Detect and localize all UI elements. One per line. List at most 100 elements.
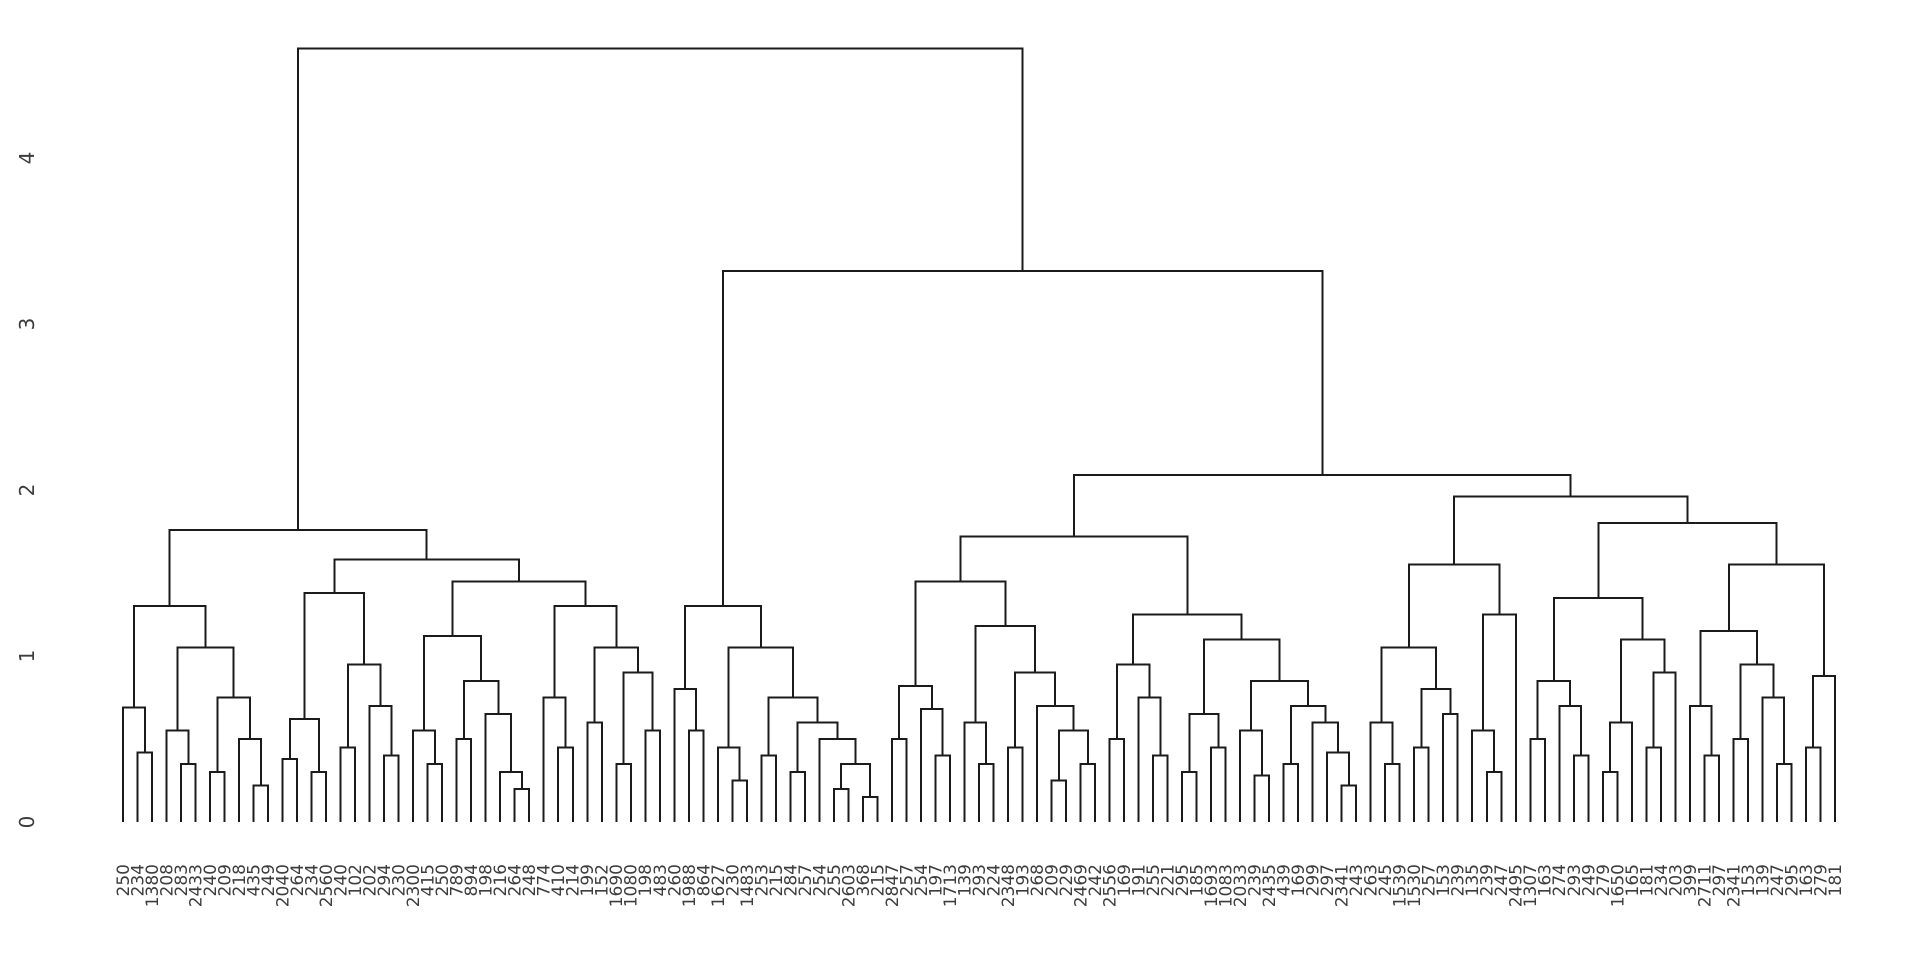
dendrogram-tree [122, 47, 1836, 822]
leaf-label: 230 [723, 864, 743, 896]
leaf-label: 295 [1782, 864, 1802, 896]
leaf-label: 255 [825, 864, 845, 896]
leaf-label: 247 [1768, 864, 1788, 896]
leaf-label: 247 [1492, 864, 1512, 896]
leaf-label: 2560 [317, 864, 337, 907]
leaf-label: 293 [1565, 864, 1585, 896]
leaf-label: 215 [868, 864, 888, 896]
leaf-label: 163 [1797, 864, 1817, 896]
leaf-label: 2495 [1507, 864, 1527, 907]
leaf-label: 185 [1188, 864, 1208, 896]
dendrogram-links [122, 47, 1836, 822]
leaf-label: 264 [288, 864, 308, 896]
leaf-label: 268 [1028, 864, 1048, 896]
leaf-label: 216 [491, 864, 511, 896]
leaf-label: 163 [1536, 864, 1556, 896]
leaf-label: 1693 [1202, 864, 1222, 907]
leaf-label: 1650 [1608, 864, 1628, 907]
leaf-label: 152 [593, 864, 613, 896]
leaf-label: 279 [1811, 864, 1831, 896]
leaf-label: 229 [1057, 864, 1077, 896]
leaf-label: 2603 [839, 864, 859, 907]
leaf-label: 894 [462, 864, 482, 896]
leaf-label: 257 [796, 864, 816, 896]
leaf-label: 153 [1434, 864, 1454, 896]
leaf-label: 284 [781, 864, 801, 896]
leaf-label: 2556 [1100, 864, 1120, 907]
leaf-label: 197 [926, 864, 946, 896]
leaf-label: 198 [636, 864, 656, 896]
leaf-label: 250 [114, 864, 134, 896]
leaf-label: 214 [564, 864, 584, 896]
leaf-label: 399 [1681, 864, 1701, 896]
y-tick-label: 1 [15, 650, 39, 663]
leaf-label: 1627 [709, 864, 729, 907]
leaf-label: 169 [1289, 864, 1309, 896]
leaf-label: 264 [506, 864, 526, 896]
y-axis-tick-labels: 0 1 2 3 4 [15, 152, 39, 829]
leaf-labels: 2502341380208283243324020921843524920402… [114, 864, 1846, 907]
leaf-label: 239 [1449, 864, 1469, 896]
leaf-label: 293 [970, 864, 990, 896]
leaf-label: 239 [1246, 864, 1266, 896]
leaf-label: 483 [651, 864, 671, 896]
leaf-label: 255 [1144, 864, 1164, 896]
leaf-label: 2040 [274, 864, 294, 907]
leaf-label: 249 [1579, 864, 1599, 896]
leaf-label: 215 [767, 864, 787, 896]
leaf-label: 209 [216, 864, 236, 896]
leaf-label: 1539 [1391, 864, 1411, 907]
leaf-label: 297 [1318, 864, 1338, 896]
leaf-label: 208 [157, 864, 177, 896]
leaf-label: 774 [535, 864, 555, 896]
leaf-label: 299 [1304, 864, 1324, 896]
leaf-label: 248 [520, 864, 540, 896]
leaf-label: 1080 [622, 864, 642, 907]
leaf-label: 240 [332, 864, 352, 896]
leaf-label: 191 [1130, 864, 1150, 896]
leaf-label: 410 [549, 864, 569, 896]
leaf-label: 224 [984, 864, 1004, 896]
leaf-label: 864 [694, 864, 714, 896]
leaf-label: 257 [897, 864, 917, 896]
leaf-label: 218 [230, 864, 250, 896]
leaf-label: 199 [578, 864, 598, 896]
leaf-label: 209 [1042, 864, 1062, 896]
leaf-label: 234 [303, 864, 323, 896]
leaf-label: 2300 [404, 864, 424, 907]
leaf-label: 198 [477, 864, 497, 896]
leaf-label: 242 [1086, 864, 1106, 896]
leaf-label: 1690 [607, 864, 627, 907]
leaf-label: 257 [1420, 864, 1440, 896]
leaf-label: 2711 [1695, 864, 1715, 907]
leaf-label: 279 [1594, 864, 1614, 896]
leaf-label: 2033 [1231, 864, 1251, 907]
y-tick-label: 2 [15, 484, 39, 497]
leaf-label: 249 [259, 864, 279, 896]
leaf-label: 250 [433, 864, 453, 896]
leaf-label: 294 [375, 864, 395, 896]
leaf-label: 1713 [941, 864, 961, 907]
leaf-label: 439 [1275, 864, 1295, 896]
leaf-label: 789 [448, 864, 468, 896]
leaf-label: 295 [1173, 864, 1193, 896]
leaf-label: 234 [128, 864, 148, 896]
leaf-label: 297 [1710, 864, 1730, 896]
leaf-label: 203 [1666, 864, 1686, 896]
leaf-label: 169 [1115, 864, 1135, 896]
leaf-label: 193 [1013, 864, 1033, 896]
leaf-label: 245 [1376, 864, 1396, 896]
leaf-label: 2435 [1260, 864, 1280, 907]
leaf-label: 1483 [738, 864, 758, 907]
leaf-label: 102 [346, 864, 366, 896]
leaf-label: 260 [665, 864, 685, 896]
leaf-label: 2348 [999, 864, 1019, 907]
leaf-label: 221 [1159, 864, 1179, 896]
leaf-label: 1083 [1217, 864, 1237, 907]
leaf-label: 1307 [1521, 864, 1541, 907]
leaf-label: 263 [1362, 864, 1382, 896]
leaf-label: 181 [1826, 864, 1846, 896]
leaf-label: 2847 [883, 864, 903, 907]
